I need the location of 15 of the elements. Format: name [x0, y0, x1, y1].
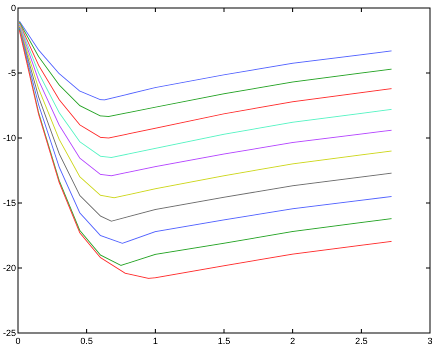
- x-tick-label: 2: [290, 336, 296, 345]
- x-tick-label: 2.5: [355, 336, 368, 345]
- line-series: [18, 20, 392, 100]
- y-tick-label: -5: [8, 68, 16, 78]
- x-tick-label: 1.5: [218, 336, 230, 345]
- y-tick-label: 0: [10, 3, 16, 13]
- y-tick-label: -25: [2, 328, 16, 338]
- y-tick-label: -10: [2, 133, 16, 143]
- y-tick-label: -20: [2, 263, 16, 273]
- x-tick-label: 0.5: [80, 336, 93, 345]
- line-series: [18, 22, 392, 138]
- x-tick-label: 1: [152, 336, 158, 345]
- line-series: [18, 22, 392, 118]
- y-tick-label: -15: [2, 198, 16, 208]
- x-tick-label: 3: [427, 336, 433, 345]
